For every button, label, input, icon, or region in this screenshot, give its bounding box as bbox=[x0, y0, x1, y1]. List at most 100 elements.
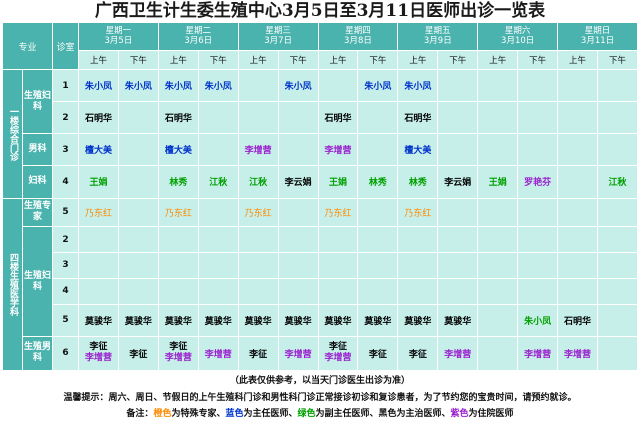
dept-label: 妇科 bbox=[21, 165, 54, 199]
doctor-cell: 莫骏华 bbox=[78, 303, 119, 337]
doctor-cell: 石明华 bbox=[397, 101, 439, 135]
day-header: 星期六 3月10日 bbox=[477, 22, 559, 51]
room-number: 5 bbox=[52, 197, 80, 228]
doctor-cell: 莫骏华 bbox=[437, 303, 479, 337]
empty-cell bbox=[597, 101, 638, 135]
pm-header: 下午 bbox=[357, 49, 399, 71]
doctor-cell: 乃东红 bbox=[237, 197, 279, 228]
empty-cell bbox=[157, 226, 199, 254]
doctor-cell: 李增营 bbox=[197, 335, 239, 372]
empty-cell bbox=[357, 101, 399, 135]
doctor-cell: 林秀 bbox=[397, 165, 439, 199]
empty-cell bbox=[557, 197, 598, 228]
table-row: 生殖男科 6 李征 李增营 李征 李征 李增营 李增营 李征 李增营 李征 李增营 李征 李征 李增营 李增营… bbox=[3, 335, 638, 372]
doctor-cell: 李征 bbox=[117, 335, 159, 372]
doctor-cell: 朱小凤 bbox=[517, 303, 559, 337]
doctor-cell: 石明华 bbox=[157, 101, 199, 135]
schedule-table: 专业 诊室 星期一 3月5日 星期二 3月6日 星期三 3月7日 星期四 3月8日 星期… bbox=[1, 21, 638, 372]
empty-cell bbox=[557, 101, 598, 135]
day-header: 星期日 3月11日 bbox=[557, 22, 638, 51]
floor-label: 一楼综合门诊 bbox=[2, 69, 23, 199]
empty-cell bbox=[197, 277, 239, 305]
am-header: 上午 bbox=[317, 49, 359, 71]
tip-text: 温馨提示：周六、周日、节假日的上午生殖科门诊和男性科门诊正常接诊初诊和复诊患者，… bbox=[63, 393, 577, 403]
empty-cell bbox=[517, 197, 559, 228]
floor-label: 四楼生殖医学科 bbox=[2, 197, 23, 372]
pm-header: 下午 bbox=[277, 49, 319, 71]
doctor-cell: 檀大美 bbox=[397, 133, 439, 167]
empty-cell bbox=[277, 101, 319, 135]
page-title: 广西卫生计生委生殖中心3月5日至3月11日医师出诊一览表 bbox=[94, 1, 546, 21]
doctor-cell: 檀大美 bbox=[157, 133, 199, 167]
empty-cell bbox=[597, 197, 638, 228]
table-row: 四楼生殖医学科 生殖专家 5 乃东红 乃东红 乃东红 乃东红 乃东红 bbox=[2, 197, 638, 372]
empty-cell bbox=[557, 165, 598, 199]
room-number: 5 bbox=[52, 303, 80, 337]
room-number: 4 bbox=[52, 165, 80, 199]
day-header: 星期四 3月8日 bbox=[317, 22, 399, 51]
empty-cell bbox=[517, 133, 559, 167]
doctor-cell: 石明华 bbox=[317, 101, 359, 135]
table-row: 妇科 4 王娟 林秀 江秋 江秋 李云娟 王娟 林秀 林秀 李云娟 王娟 罗艳芬 江秋 bbox=[3, 165, 638, 199]
empty-cell bbox=[557, 133, 598, 167]
empty-cell bbox=[437, 133, 479, 167]
doctor-cell: 林秀 bbox=[357, 165, 399, 199]
empty-cell bbox=[197, 101, 239, 135]
doctor-cell: 江秋 bbox=[597, 165, 638, 199]
empty-cell bbox=[597, 303, 638, 337]
empty-cell bbox=[477, 101, 519, 135]
empty-cell bbox=[237, 277, 279, 305]
doctor-cell: 朱小凤 bbox=[78, 69, 119, 103]
room-number: 6 bbox=[52, 335, 80, 372]
doctor-cell: 李云娟 bbox=[277, 165, 319, 199]
doctor-cell: 李征 李增营 bbox=[317, 335, 359, 372]
empty-cell bbox=[277, 277, 319, 305]
day-header: 星期一 3月5日 bbox=[78, 22, 159, 51]
empty-cell bbox=[557, 69, 598, 103]
pm-header: 下午 bbox=[117, 49, 159, 71]
doctor-cell: 莫骏华 bbox=[117, 303, 159, 337]
empty-cell bbox=[197, 252, 239, 279]
empty-cell bbox=[157, 252, 199, 279]
empty-cell bbox=[477, 252, 519, 279]
notice-text: （此表仅供参考，以当天门诊医生出诊为准） bbox=[229, 376, 410, 386]
doctor-cell: 李征 bbox=[357, 335, 399, 372]
room-number: 3 bbox=[52, 133, 80, 167]
empty-cell bbox=[517, 277, 559, 305]
table-row: 3 bbox=[3, 252, 638, 279]
empty-cell bbox=[597, 252, 638, 279]
doctor-cell: 朱小凤 bbox=[277, 69, 319, 103]
empty-cell bbox=[517, 101, 559, 135]
empty-cell bbox=[117, 252, 159, 279]
empty-cell bbox=[477, 226, 519, 254]
doctor-cell: 朱小凤 bbox=[157, 69, 199, 103]
empty-cell bbox=[597, 335, 638, 372]
doctor-cell: 乃东红 bbox=[78, 197, 119, 228]
doctor-cell: 林秀 bbox=[157, 165, 199, 199]
room-number: 2 bbox=[52, 101, 80, 135]
empty-cell bbox=[477, 133, 519, 167]
empty-cell bbox=[437, 69, 479, 103]
table-row: 4 bbox=[3, 277, 638, 305]
doctor-cell: 李增营 bbox=[557, 335, 598, 372]
doctor-cell: 王娟 bbox=[78, 165, 119, 199]
doctor-cell: 莫骏华 bbox=[357, 303, 399, 337]
empty-cell bbox=[517, 226, 559, 254]
empty-cell bbox=[78, 226, 119, 254]
pm-header: 下午 bbox=[597, 49, 638, 71]
empty-cell bbox=[397, 277, 439, 305]
doctor-cell: 李增营 bbox=[317, 133, 359, 167]
header-row-ampm: 上午 下午 上午 下午 上午 下午 上午 下午 上午 下午 上午 下午 上午 下午 bbox=[3, 49, 638, 71]
doctor-cell: 王娟 bbox=[317, 165, 359, 199]
empty-cell bbox=[237, 226, 279, 254]
table-row: 男科 3 檀大美 檀大美 李增营 李增营 檀大美 bbox=[3, 133, 638, 167]
table-row: 一楼综合门诊 生殖妇科 1 朱小凤 朱小凤 朱小凤 朱小凤 朱小凤 朱小凤 朱小凤 bbox=[2, 69, 638, 199]
empty-cell bbox=[78, 277, 119, 305]
table-row: 2 石明华 石明华 石明华 石明华 bbox=[3, 101, 638, 135]
doctor-cell: 石明华 bbox=[78, 101, 119, 135]
empty-cell bbox=[597, 277, 638, 305]
doctor-cell: 李增营 bbox=[437, 335, 479, 372]
room-number: 1 bbox=[52, 69, 80, 103]
doctor-cell: 江秋 bbox=[237, 165, 279, 199]
doctor-cell: 莫骏华 bbox=[157, 303, 199, 337]
